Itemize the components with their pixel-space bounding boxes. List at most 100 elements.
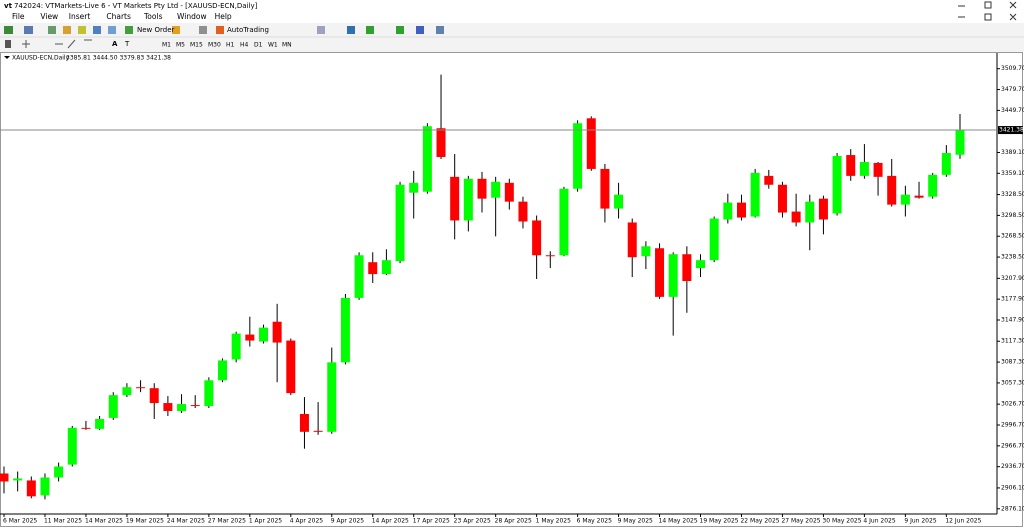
timeframe[interactable]: W1	[268, 42, 278, 49]
y-tick-label: 3026.70	[1001, 401, 1024, 408]
autotrading[interactable]: AutoTrading	[227, 26, 269, 34]
x-tick-label: 11 Mar 2025	[44, 518, 82, 525]
icon[interactable]	[216, 26, 224, 34]
x-tick-label: 27 Mar 2025	[208, 518, 246, 525]
y-tick-label: 3268.50	[1001, 233, 1024, 240]
menu-item[interactable]: File	[12, 12, 25, 21]
x-tick-label: 12 Jun 2025	[945, 518, 981, 525]
child-controls[interactable]	[958, 13, 1017, 21]
icon[interactable]	[416, 26, 424, 34]
label-tool[interactable]: T	[124, 40, 130, 48]
close[interactable]	[1009, 1, 1017, 9]
bull-body	[54, 466, 64, 478]
bull-body	[723, 202, 733, 220]
chart-window	[0, 52, 1023, 527]
timeframe[interactable]: M1	[162, 42, 171, 49]
current-price-label: 3421.38	[999, 127, 1024, 134]
icon[interactable]	[93, 26, 101, 34]
y-tick-label: 3509.70	[1001, 65, 1024, 72]
draw-tools[interactable]	[22, 39, 92, 49]
x-tick-label: 4 Apr 2025	[290, 518, 323, 525]
bear-body	[791, 211, 801, 223]
x-tick-label: 23 Apr 2025	[454, 518, 491, 525]
bull-body	[231, 333, 241, 360]
timeframe[interactable]: MN	[282, 42, 292, 49]
bear-body	[163, 403, 173, 411]
y-tick-label: 3389.10	[1001, 149, 1024, 156]
timeframe[interactable]: M15	[190, 42, 203, 49]
menu-item[interactable]: View	[40, 12, 58, 21]
x-tick-label: 24 Mar 2025	[167, 518, 205, 525]
bull-body	[559, 188, 569, 256]
menu-item[interactable]: Charts	[106, 12, 131, 21]
bear-body	[313, 430, 323, 432]
menu-bar: File View Insert Charts Tools Window Help	[12, 12, 232, 21]
bear-body	[81, 427, 91, 429]
icon[interactable]	[347, 26, 355, 34]
menu-item[interactable]: Insert	[69, 12, 91, 21]
icon[interactable]	[24, 26, 33, 34]
y-tick-label: 3359.10	[1001, 170, 1024, 177]
symbol-label: XAUUSD-ECN,Daily	[12, 55, 70, 62]
new-order[interactable]: New Order	[137, 26, 175, 34]
menu-item[interactable]: Help	[215, 12, 232, 21]
timeframe[interactable]: D1	[254, 42, 263, 49]
icon[interactable]	[5, 40, 11, 48]
icon[interactable]	[125, 26, 133, 34]
y-tick-label: 3207.90	[1001, 275, 1024, 282]
icon[interactable]	[4, 26, 13, 34]
bull-body	[108, 395, 118, 418]
x-tick-label: 17 Apr 2025	[413, 518, 450, 525]
timeframe[interactable]: H4	[240, 42, 249, 49]
y-tick-label: 3147.90	[1001, 316, 1024, 323]
y-tick-label: 3479.70	[1001, 86, 1024, 93]
bull-body	[327, 362, 337, 432]
bull-body	[859, 161, 869, 176]
x-tick-label: 4 Jun 2025	[863, 518, 895, 525]
icon[interactable]	[108, 26, 116, 34]
x-tick-label: 19 Mar 2025	[126, 518, 164, 525]
timeframe[interactable]: M5	[176, 42, 185, 49]
window-title: 742024: VTMarkets-Live 6 - VT Markets Pt…	[14, 2, 258, 10]
bull-body	[491, 181, 501, 198]
bull-body	[340, 297, 350, 363]
menu-item[interactable]: Tools	[143, 12, 163, 21]
x-tick-label: 6 Mar 2025	[3, 518, 37, 525]
bull-body	[750, 172, 760, 217]
bear-body	[777, 184, 787, 213]
x-tick-label: 6 May 2025	[577, 518, 612, 525]
x-tick-label: 14 May 2025	[659, 518, 698, 525]
bull-body	[696, 260, 706, 269]
icon[interactable]	[317, 26, 325, 34]
bull-body	[204, 380, 214, 407]
timeframe[interactable]: H1	[226, 42, 235, 49]
x-tick-label: 1 Apr 2025	[249, 518, 282, 525]
icon[interactable]	[199, 26, 207, 34]
icon[interactable]	[63, 26, 71, 34]
timeframes: M1 M5 M15 M30 H1 H4 D1 W1 MN	[162, 42, 292, 49]
icon[interactable]	[436, 26, 444, 34]
y-tick-label: 3238.50	[1001, 254, 1024, 261]
bear-body	[655, 248, 665, 297]
bull-body	[13, 478, 23, 481]
icon[interactable]	[366, 26, 374, 34]
bear-body	[736, 202, 746, 218]
bull-body	[832, 156, 842, 214]
restore[interactable]	[984, 1, 992, 9]
icon[interactable]	[396, 26, 404, 34]
y-tick-label: 2966.70	[1001, 442, 1024, 449]
x-tick-label: 14 Apr 2025	[372, 518, 409, 525]
bear-body	[368, 262, 378, 275]
icon[interactable]	[78, 26, 86, 34]
current-price-box	[998, 126, 1023, 135]
bull-body	[95, 418, 105, 429]
bull-body	[258, 327, 268, 342]
bear-body	[627, 222, 637, 258]
icon[interactable]	[48, 26, 56, 34]
menu-item[interactable]: Window	[177, 12, 207, 21]
text-tool[interactable]: A	[112, 40, 118, 48]
timeframe[interactable]: M30	[208, 42, 221, 49]
bear-body	[436, 128, 446, 157]
bear-body	[818, 198, 828, 220]
icon[interactable]	[172, 26, 180, 34]
